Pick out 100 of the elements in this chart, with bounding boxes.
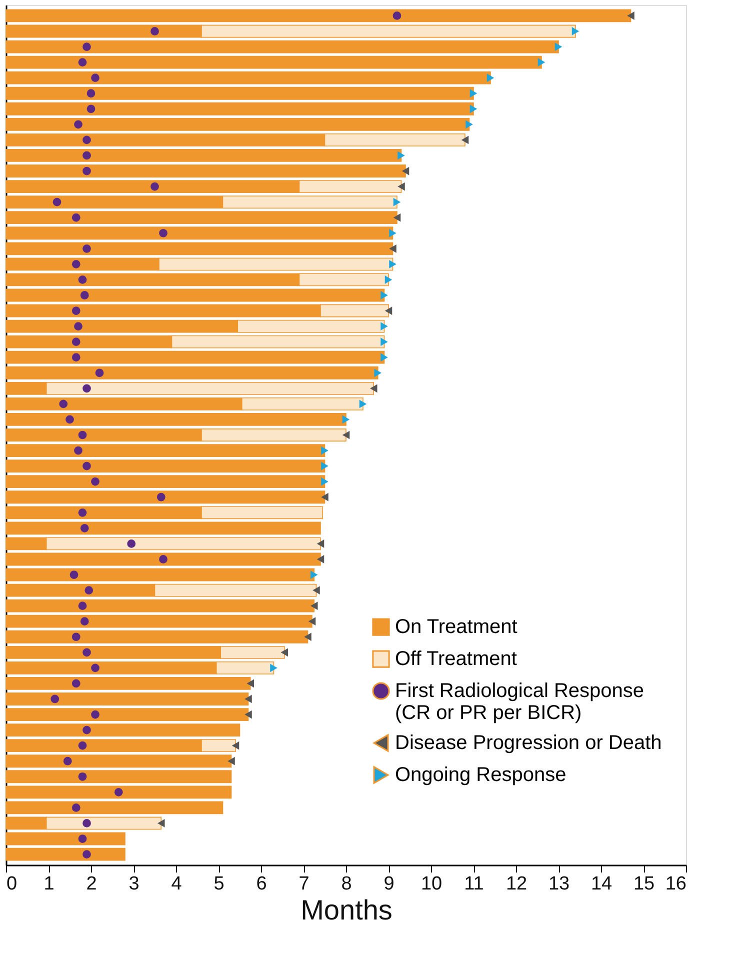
point xyxy=(114,788,123,796)
point xyxy=(72,213,80,222)
point xyxy=(374,368,382,378)
point xyxy=(159,228,168,238)
point xyxy=(80,291,89,300)
bar xyxy=(6,86,474,100)
point xyxy=(398,151,405,160)
point xyxy=(156,492,166,502)
point xyxy=(82,42,91,51)
point xyxy=(86,89,96,98)
point xyxy=(244,694,252,704)
x-tick-label: 8 xyxy=(341,874,352,894)
bar xyxy=(6,350,385,364)
point xyxy=(321,462,328,470)
legend-label: On Treatment xyxy=(395,616,518,638)
point xyxy=(74,446,82,455)
bar xyxy=(6,56,542,69)
bar xyxy=(6,9,632,22)
bar xyxy=(6,724,240,737)
point xyxy=(95,368,104,378)
point xyxy=(84,586,94,594)
point xyxy=(486,74,494,82)
point xyxy=(91,477,100,486)
bar xyxy=(6,490,326,504)
point xyxy=(74,322,82,330)
point xyxy=(82,462,91,470)
bar xyxy=(6,211,398,224)
point xyxy=(342,430,350,440)
x-tick-label: 6 xyxy=(256,874,267,894)
x-tick-label: 13 xyxy=(548,874,570,894)
point xyxy=(127,540,136,548)
point xyxy=(72,679,80,688)
x-tick-label: 12 xyxy=(506,874,528,894)
x-tick-label: 15 xyxy=(633,874,655,894)
bar xyxy=(6,149,402,162)
point xyxy=(78,741,87,750)
legend-label: Ongoing Response xyxy=(395,764,566,786)
bar xyxy=(6,366,378,380)
point xyxy=(393,213,401,222)
bar xyxy=(6,164,406,178)
point xyxy=(74,120,82,129)
point xyxy=(66,415,74,424)
point xyxy=(150,182,159,191)
bar xyxy=(6,552,321,566)
point xyxy=(321,477,328,486)
point xyxy=(78,834,87,843)
bar xyxy=(6,599,315,612)
bar xyxy=(6,40,559,54)
point xyxy=(80,617,89,626)
legend-label: First Radiological Response (CR or PR per BICR) xyxy=(395,680,644,724)
bar xyxy=(6,226,394,240)
point xyxy=(91,664,100,672)
x-tick-label: 5 xyxy=(214,874,224,894)
point xyxy=(72,804,80,812)
point xyxy=(538,58,546,66)
x-tick-label: 3 xyxy=(128,874,140,894)
bar xyxy=(6,413,346,426)
point xyxy=(270,664,278,672)
point xyxy=(82,850,91,858)
x-tick-label: 11 xyxy=(464,874,484,894)
point xyxy=(304,632,312,642)
bar xyxy=(6,754,232,768)
bar xyxy=(6,242,394,256)
point xyxy=(380,291,388,300)
bar xyxy=(6,630,308,644)
x-tick-label: 14 xyxy=(590,874,612,894)
point xyxy=(461,136,469,144)
point xyxy=(70,570,78,579)
point xyxy=(78,602,87,610)
x-tick-label: 1 xyxy=(44,874,54,894)
point xyxy=(78,276,87,284)
point xyxy=(384,306,392,315)
bar xyxy=(6,475,326,488)
point xyxy=(470,89,478,98)
x-axis-title: Months xyxy=(300,894,392,926)
point xyxy=(627,12,634,20)
x-tick-label: 2 xyxy=(86,874,97,894)
x-tick-label: 9 xyxy=(384,874,394,894)
point xyxy=(280,648,288,657)
point xyxy=(312,586,320,594)
bar xyxy=(6,460,326,473)
point xyxy=(82,648,91,657)
point xyxy=(308,617,316,626)
point xyxy=(246,679,254,688)
point xyxy=(316,540,324,548)
x-tick-label: 16 xyxy=(665,874,686,894)
point xyxy=(384,276,392,284)
bar xyxy=(6,692,249,706)
bar xyxy=(6,677,251,690)
bar xyxy=(6,522,321,535)
x-tick-label: 0 xyxy=(6,874,18,894)
point xyxy=(392,12,402,20)
point xyxy=(554,42,562,51)
bar xyxy=(6,288,385,302)
point xyxy=(232,741,240,750)
point xyxy=(316,555,324,564)
point xyxy=(466,120,473,129)
bar xyxy=(6,770,232,784)
x-tick-label: 10 xyxy=(420,874,442,894)
point xyxy=(91,74,100,82)
